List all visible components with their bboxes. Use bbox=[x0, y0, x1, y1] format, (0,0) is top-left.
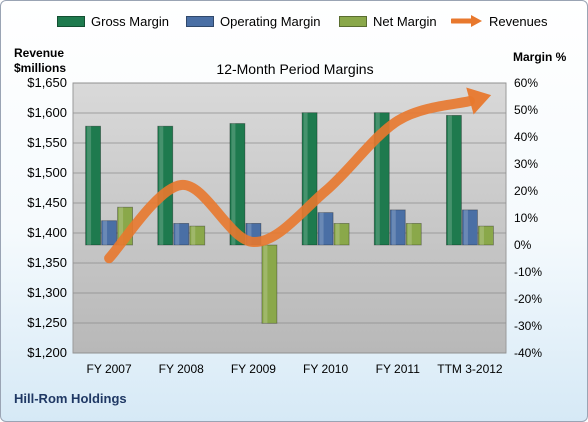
gross-margin-bar bbox=[446, 115, 462, 246]
x-axis-tick-label: FY 2007 bbox=[87, 362, 132, 376]
bar-highlight bbox=[447, 115, 452, 246]
x-axis-tick-label: FY 2009 bbox=[231, 362, 276, 376]
bar-highlight bbox=[319, 212, 324, 245]
bar-highlight bbox=[463, 209, 468, 245]
bar-highlight bbox=[191, 226, 196, 245]
right-axis-tick-label: -10% bbox=[514, 265, 542, 279]
net-margin-bar bbox=[478, 225, 494, 246]
bar-highlight bbox=[247, 223, 252, 245]
legend-net-margin: Net Margin bbox=[339, 11, 437, 31]
left-axis-tick-label: $1,500 bbox=[27, 165, 67, 180]
legend-net-margin-label: Net Margin bbox=[373, 13, 437, 29]
bar-highlight bbox=[335, 223, 340, 245]
x-axis-tick-label: FY 2011 bbox=[376, 362, 421, 376]
chart-title: 12-Month Period Margins bbox=[216, 61, 374, 77]
legend-revenues: Revenues bbox=[451, 11, 548, 31]
operating-margin-bar bbox=[462, 209, 478, 246]
bar-highlight bbox=[103, 220, 108, 245]
x-axis-tick-label: FY 2010 bbox=[303, 362, 348, 376]
legend-revenues-label: Revenues bbox=[489, 13, 548, 29]
right-axis-tick-label: 50% bbox=[514, 103, 538, 117]
left-axis-tick-label: $1,450 bbox=[27, 195, 67, 210]
left-axis-tick-label: $1,250 bbox=[27, 315, 67, 330]
left-axis-title-line2: $millions bbox=[14, 61, 67, 75]
net-margin-bar bbox=[261, 244, 278, 324]
operating-margin-bar bbox=[389, 209, 406, 246]
left-axis-tick-label: $1,650 bbox=[27, 75, 67, 90]
revenues-line bbox=[104, 96, 475, 264]
left-axis-tick-label: $1,400 bbox=[27, 225, 67, 240]
left-axis-title-line1: Revenue bbox=[14, 46, 65, 60]
left-axis-tick-label: $1,300 bbox=[27, 285, 67, 300]
bar-highlight bbox=[391, 209, 396, 245]
gross-margin-bar bbox=[229, 123, 246, 246]
right-axis-tick-label: -20% bbox=[514, 292, 542, 306]
bar-highlight bbox=[87, 126, 92, 245]
net-margin-bar bbox=[333, 222, 350, 246]
legend-operating-margin-swatch bbox=[186, 15, 214, 27]
right-axis-tick-label: 40% bbox=[514, 130, 538, 144]
bar-highlight bbox=[263, 245, 268, 324]
bar-highlight bbox=[175, 223, 180, 245]
bar-highlight bbox=[231, 123, 236, 245]
bar-highlight bbox=[159, 126, 164, 245]
bar-highlight bbox=[119, 207, 124, 245]
left-axis-tick-label: $1,550 bbox=[27, 135, 67, 150]
gross-margin-bar bbox=[85, 125, 101, 246]
bar-highlight bbox=[407, 223, 412, 245]
net-margin-bar bbox=[405, 222, 422, 246]
right-axis-tick-label: 0% bbox=[514, 238, 532, 252]
operating-margin-bar bbox=[317, 212, 334, 246]
bar-highlight bbox=[303, 112, 308, 245]
gross-margin-bar bbox=[373, 112, 390, 246]
right-axis-tick-label: 60% bbox=[514, 76, 538, 90]
legend-operating-margin-label: Operating Margin bbox=[220, 13, 321, 29]
right-axis-tick-label: 30% bbox=[514, 157, 538, 171]
left-axis-tick-label: $1,600 bbox=[27, 105, 67, 120]
left-axis-tick-label: $1,350 bbox=[27, 255, 67, 270]
legend-operating-margin: Operating Margin bbox=[186, 11, 320, 31]
company-name: Hill-Rom Holdings bbox=[14, 391, 127, 406]
left-axis-title: Revenue $millions bbox=[14, 46, 66, 76]
legend-gross-margin: Gross Margin bbox=[57, 11, 169, 31]
bar-highlight bbox=[375, 112, 380, 245]
x-axis-tick-label: FY 2008 bbox=[159, 362, 204, 376]
right-axis-tick-label: 10% bbox=[514, 211, 538, 225]
x-axis-tick-label: TTM 3-2012 bbox=[437, 362, 503, 376]
bar-highlight bbox=[479, 226, 484, 245]
right-axis-tick-label: -30% bbox=[514, 319, 542, 333]
legend-revenues-arrow-icon bbox=[451, 15, 482, 27]
right-axis-tick-label: 20% bbox=[514, 184, 538, 198]
legend-gross-margin-swatch bbox=[57, 15, 85, 27]
right-axis-tick-label: -40% bbox=[514, 346, 542, 360]
operating-margin-bar bbox=[101, 220, 117, 246]
left-axis-tick-label: $1,200 bbox=[27, 345, 67, 360]
operating-margin-bar bbox=[173, 222, 190, 246]
net-margin-bar bbox=[189, 225, 206, 246]
legend-gross-margin-label: Gross Margin bbox=[91, 13, 170, 29]
revenues-arrowhead bbox=[466, 87, 492, 115]
right-axis-title: Margin % bbox=[513, 50, 567, 64]
legend-net-margin-swatch bbox=[339, 15, 367, 27]
